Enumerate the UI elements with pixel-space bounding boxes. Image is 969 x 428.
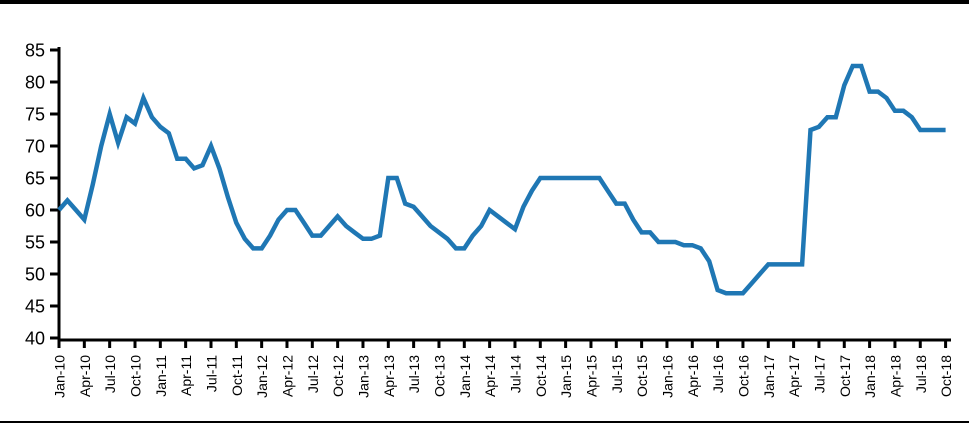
x-tick-label: Jan-16 xyxy=(659,355,675,398)
x-tick-label: Apr-16 xyxy=(685,355,701,397)
x-tick-label: Jul-18 xyxy=(913,355,929,393)
y-tick-label: 65 xyxy=(25,169,45,189)
y-tick-label: 85 xyxy=(25,41,45,61)
y-tick-label: 70 xyxy=(25,137,45,157)
x-tick-label: Jan-15 xyxy=(558,355,574,398)
x-tick-label: Jul-13 xyxy=(406,355,422,393)
x-tick-label: Jul-16 xyxy=(710,355,726,393)
x-tick-label: Oct-18 xyxy=(938,355,954,397)
x-tick-label: Jul-15 xyxy=(609,355,625,393)
x-tick-label: Apr-10 xyxy=(77,355,93,397)
x-tick-label: Jan-14 xyxy=(457,355,473,398)
x-tick-label: Oct-14 xyxy=(533,355,549,397)
x-tick-label: Oct-12 xyxy=(330,355,346,397)
x-tick-label: Jan-10 xyxy=(52,355,68,398)
x-tick-label: Oct-17 xyxy=(837,355,853,397)
top-rule xyxy=(0,0,969,4)
y-tick-label: 60 xyxy=(25,201,45,221)
x-tick-label: Jan-17 xyxy=(761,355,777,398)
x-tick-label: Jan-18 xyxy=(862,355,878,398)
x-tick-label: Apr-17 xyxy=(786,355,802,397)
y-tick-label: 75 xyxy=(25,105,45,125)
y-tick-label: 50 xyxy=(25,265,45,285)
x-tick-label: Jul-14 xyxy=(507,355,523,393)
x-tick-label: Oct-15 xyxy=(634,355,650,397)
x-tick-label: Jul-11 xyxy=(203,355,219,392)
bottom-rule xyxy=(0,421,969,423)
x-tick-label: Jul-17 xyxy=(811,355,827,393)
x-tick-label: Apr-11 xyxy=(178,355,194,396)
x-tick-label: Jan-12 xyxy=(254,355,270,398)
x-tick-label: Jul-12 xyxy=(305,355,321,393)
y-tick-label: 80 xyxy=(25,73,45,93)
x-tick-label: Apr-12 xyxy=(279,355,295,397)
x-tick-label: Apr-14 xyxy=(482,355,498,397)
x-tick-label: Jan-11 xyxy=(153,355,169,397)
y-tick-label: 40 xyxy=(25,329,45,349)
x-tick-label: Apr-15 xyxy=(583,355,599,397)
y-tick-label: 45 xyxy=(25,297,45,317)
x-tick-label: Oct-13 xyxy=(431,355,447,397)
x-tick-label: Oct-16 xyxy=(735,355,751,397)
x-tick-label: Apr-13 xyxy=(381,355,397,397)
y-tick-label: 55 xyxy=(25,233,45,253)
x-tick-label: Oct-11 xyxy=(229,355,245,396)
x-tick-label: Oct-10 xyxy=(127,355,143,397)
data-series-line xyxy=(57,63,946,296)
x-tick-label: Jul-10 xyxy=(102,355,118,393)
x-tick-label: Jan-13 xyxy=(355,355,371,398)
x-tick-label: Apr-18 xyxy=(887,355,903,397)
